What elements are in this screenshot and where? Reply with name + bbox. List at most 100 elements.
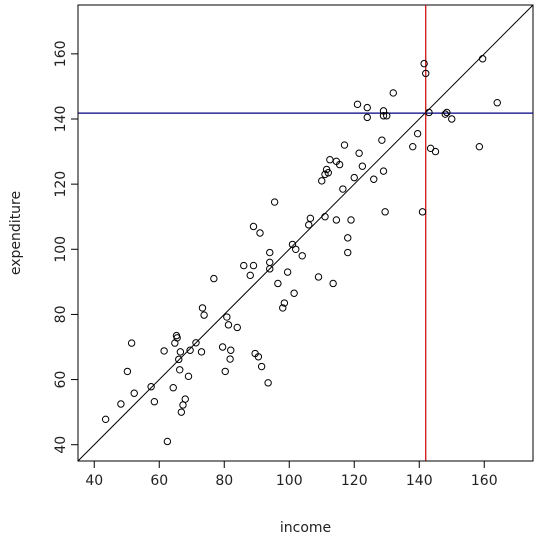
data-point [176,366,184,374]
data-point [279,304,287,312]
data-point [210,274,218,283]
data-point [254,353,263,361]
data-point [448,115,456,123]
data-point [379,112,388,120]
data-point [200,311,208,319]
x-tick-label: 60 [150,473,168,489]
data-point [378,136,386,144]
data-point [197,348,206,356]
data-point [321,213,329,221]
y-tick-label: 40 [53,436,69,454]
x-tick-label: 40 [85,473,103,489]
data-point [383,112,391,120]
data-point [363,103,371,112]
data-point [266,248,274,257]
data-point [326,156,334,164]
data-point [227,346,235,354]
x-axis: 40 60 80 100 120 140 160 [85,460,498,489]
y-axis: 40 60 80 100 120 140 160 [53,40,79,454]
reference-lines [78,5,533,461]
data-point [221,367,229,376]
data-point [379,167,388,175]
data-point [169,384,177,392]
data-point [413,129,422,138]
data-point [123,367,132,376]
data-point [344,234,352,242]
data-point [420,59,428,68]
data-points [101,55,501,446]
x-tick-label: 120 [341,473,368,489]
data-point [478,55,487,63]
x-tick-label: 80 [215,473,233,489]
data-point [353,100,362,109]
data-point [218,343,227,351]
identity-line [78,5,533,461]
data-point [389,89,397,97]
data-point [198,304,207,312]
data-point [355,149,363,157]
data-point [266,258,274,267]
data-point [358,162,367,170]
data-point [425,108,433,117]
y-tick-label: 80 [53,306,69,324]
data-point [283,268,292,276]
data-point [332,216,341,224]
data-point [177,408,186,416]
data-point [280,299,289,307]
data-point [318,177,326,185]
data-point [305,221,313,229]
y-tick-label: 140 [53,106,69,133]
data-point [431,147,440,156]
data-point [150,398,159,406]
data-point [441,110,449,118]
data-point [339,185,347,193]
data-point [409,142,417,151]
data-point [249,261,258,270]
data-point [418,208,427,216]
data-point [290,289,298,297]
data-point [264,379,272,387]
x-tick-label: 140 [406,473,433,489]
data-point [292,245,300,253]
y-tick-label: 60 [53,371,69,389]
data-point [249,222,258,231]
data-point [381,208,389,216]
data-point [422,69,430,78]
data-point [173,334,181,342]
data-point [298,252,306,260]
data-point [306,214,315,223]
y-tick-label: 160 [53,40,69,67]
data-point [246,271,254,280]
data-point [350,173,358,182]
y-tick-label: 100 [53,236,69,263]
data-point [240,261,248,270]
data-point [363,113,371,122]
data-point [223,313,231,321]
data-point [233,323,241,332]
data-point [314,273,323,281]
data-point [324,169,332,177]
data-point [160,347,168,355]
x-tick-label: 160 [471,473,498,489]
data-point [224,321,233,329]
data-point [329,279,337,288]
data-point [175,355,183,364]
data-point [274,279,282,288]
data-point [443,108,451,117]
data-point [186,346,194,354]
data-point [117,400,125,408]
x-axis-label: income [280,520,331,536]
data-point [184,372,193,381]
data-point [344,248,352,257]
data-point [181,395,189,403]
data-point [130,389,138,397]
data-point [163,437,172,446]
data-point [176,348,185,356]
data-point [256,229,264,237]
y-axis-label: expenditure [8,191,24,275]
data-point [192,339,200,347]
data-point [340,141,349,149]
data-point [257,362,266,371]
x-tick-label: 100 [276,473,303,489]
